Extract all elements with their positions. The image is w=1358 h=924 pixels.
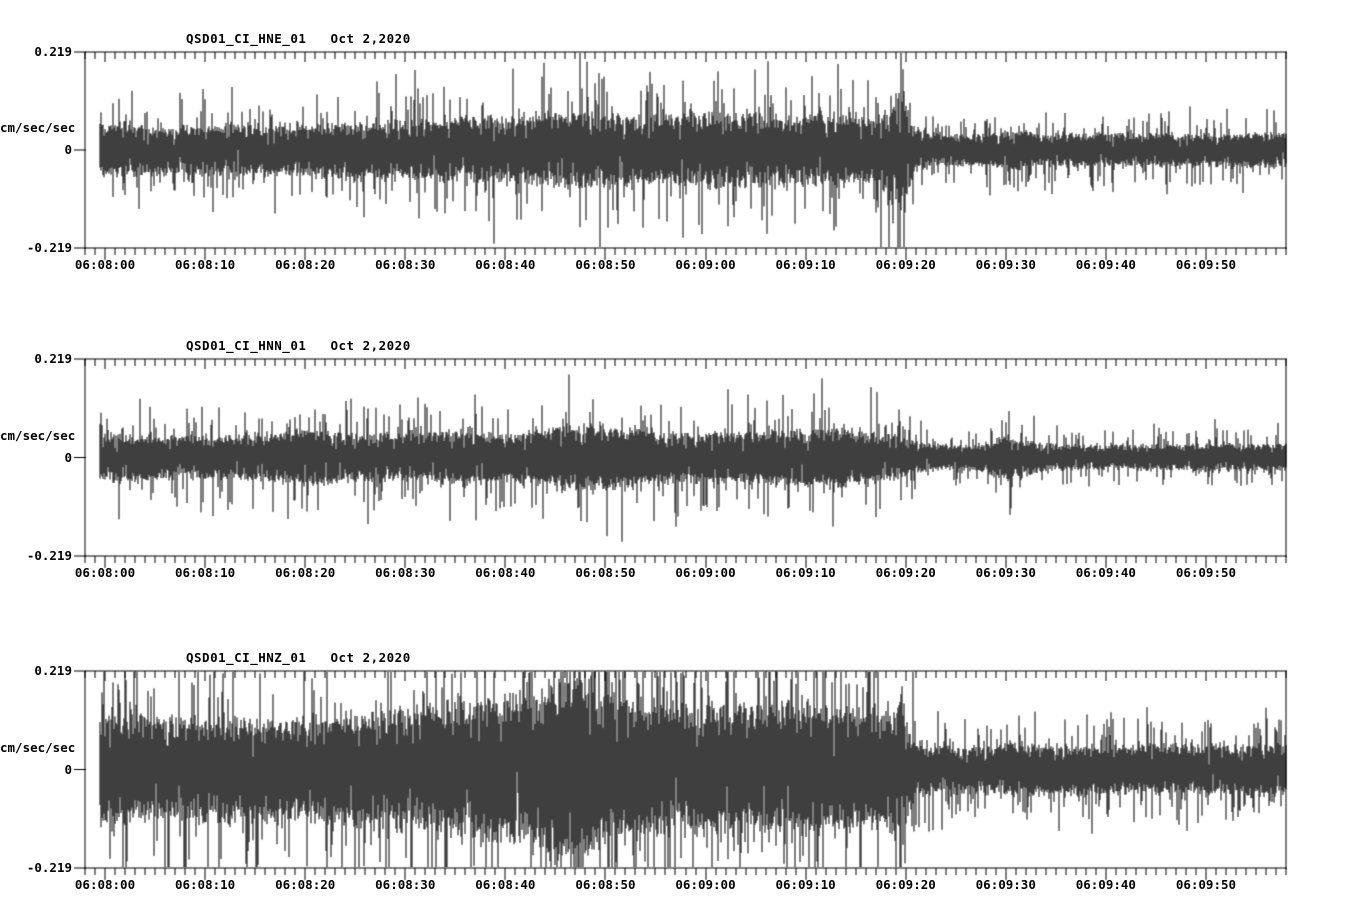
x-axis-tick-label: 06:08:50 <box>575 565 636 580</box>
x-axis-tick-label: 06:09:50 <box>1175 877 1237 892</box>
x-axis-tick-label: 06:09:20 <box>875 257 936 272</box>
x-axis-tick-label: 06:09:10 <box>775 565 836 580</box>
x-axis-tick-label: 06:08:00 <box>74 877 136 892</box>
x-axis-tick-label: 06:09:50 <box>1175 565 1237 580</box>
x-axis-tick-label: 06:09:30 <box>975 565 1036 580</box>
x-axis-tick-label: 06:08:40 <box>475 877 536 892</box>
y-axis-unit-hnz: cm/sec/sec <box>0 739 76 755</box>
x-axis-tick-label: 06:09:30 <box>975 877 1036 892</box>
panel-title-hne: QSD01_CI_HNE_01 Oct 2,2020 <box>186 31 411 46</box>
panel-title-hnz: QSD01_CI_HNZ_01 Oct 2,2020 <box>186 650 411 665</box>
y-axis-label-max-hnn: 0.219 <box>34 351 72 366</box>
x-axis-tick-label: 06:09:00 <box>675 877 736 892</box>
x-axis-tick-label: 06:08:20 <box>275 257 336 272</box>
y-axis-label-min-hnz: -0.219 <box>26 860 72 875</box>
x-axis-tick-label: 06:08:10 <box>174 257 236 272</box>
y-axis-label-zero-hnn: 0 <box>64 449 72 465</box>
x-axis-tick-label: 06:09:10 <box>775 257 836 272</box>
x-axis-tick-label: 06:08:50 <box>575 257 636 272</box>
x-axis-tick-label: 06:08:30 <box>375 257 436 272</box>
x-axis-tick-label: 06:09:20 <box>875 877 936 892</box>
y-axis-label-min-hnn: -0.219 <box>26 548 72 563</box>
y-axis-label-zero-hne: 0 <box>64 142 72 157</box>
x-axis-tick-label: 06:08:50 <box>575 877 636 892</box>
x-axis-tick-label: 06:09:10 <box>775 877 836 892</box>
x-axis-tick-label: 06:08:30 <box>375 877 436 892</box>
y-axis-label-max-hnz: 0.219 <box>34 663 72 678</box>
x-axis-tick-label: 06:08:20 <box>275 565 336 580</box>
x-axis-tick-label: 06:08:10 <box>174 877 236 892</box>
x-axis-tick-label: 06:08:00 <box>74 565 136 580</box>
x-axis-tick-label: 06:08:20 <box>275 877 336 892</box>
y-axis-label-zero-hnz: 0 <box>64 761 72 777</box>
x-axis-tick-label: 06:09:00 <box>675 257 736 272</box>
y-axis-label-min-hne: -0.219 <box>26 240 72 255</box>
panel-title-hnn: QSD01_CI_HNN_01 Oct 2,2020 <box>186 338 411 353</box>
y-axis-unit-hne: cm/sec/sec <box>0 120 76 135</box>
x-axis-tick-label: 06:09:40 <box>1075 565 1136 580</box>
x-axis-tick-label: 06:09:50 <box>1175 257 1237 272</box>
x-axis-tick-label: 06:09:00 <box>675 565 736 580</box>
y-axis-label-max-hne: 0.219 <box>34 44 72 59</box>
x-axis-tick-label: 06:09:20 <box>875 565 936 580</box>
x-axis-tick-label: 06:09:40 <box>1075 877 1136 892</box>
x-axis-tick-label: 06:08:40 <box>475 565 536 580</box>
y-axis-unit-hnn: cm/sec/sec <box>0 427 76 443</box>
x-axis-tick-label: 06:08:00 <box>74 257 136 272</box>
x-axis-tick-label: 06:08:10 <box>174 565 236 580</box>
x-axis-tick-label: 06:09:40 <box>1075 257 1136 272</box>
x-axis-tick-label: 06:08:40 <box>475 257 536 272</box>
x-axis-tick-label: 06:09:30 <box>975 257 1036 272</box>
x-axis-tick-label: 06:08:30 <box>375 565 436 580</box>
